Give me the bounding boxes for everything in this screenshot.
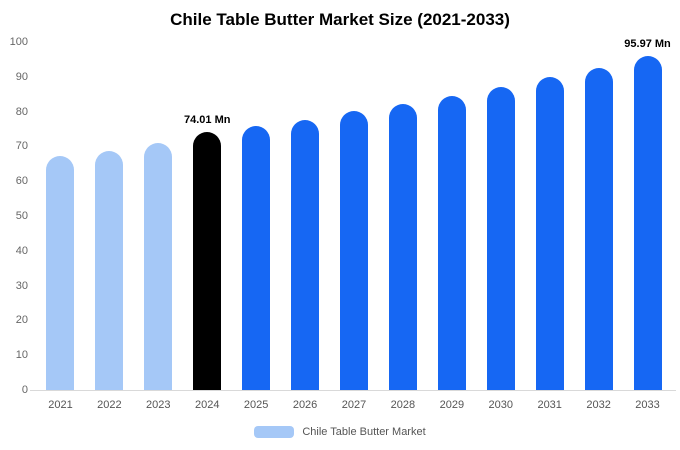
y-tick-20: 20 xyxy=(15,314,28,327)
x-axis-line xyxy=(30,390,676,391)
x-label-2022: 2022 xyxy=(97,399,122,411)
legend[interactable]: Chile Table Butter Market xyxy=(0,426,680,438)
x-label-2024: 2024 xyxy=(194,399,220,411)
y-tick-10: 10 xyxy=(15,349,28,362)
bar-2027[interactable] xyxy=(340,111,368,390)
legend-swatch xyxy=(254,426,295,438)
bar-2023[interactable] xyxy=(144,142,173,390)
bar-2029[interactable] xyxy=(437,95,466,390)
y-tick-30: 30 xyxy=(15,279,28,292)
x-label-2026: 2026 xyxy=(292,399,318,411)
chart-title: Chile Table Butter Market Size (2021-203… xyxy=(170,10,510,29)
x-label-2030: 2030 xyxy=(488,399,514,411)
y-tick-60: 60 xyxy=(15,175,28,188)
data-label-2033: 95.97 Mn xyxy=(624,38,671,51)
legend-label: Chile Table Butter Market xyxy=(302,426,426,438)
y-tick-0: 0 xyxy=(21,384,28,396)
x-label-2029: 2029 xyxy=(439,399,465,411)
x-label-2028: 2028 xyxy=(390,399,416,411)
y-tick-90: 90 xyxy=(15,70,28,83)
bar-2032[interactable] xyxy=(584,68,613,390)
y-tick-100: 100 xyxy=(9,36,28,48)
bar-2024[interactable] xyxy=(193,132,222,390)
bar-2025[interactable] xyxy=(242,126,271,390)
y-tick-80: 80 xyxy=(15,105,28,118)
bar-2033[interactable] xyxy=(633,56,662,390)
x-label-2027: 2027 xyxy=(341,399,367,411)
bar-2022[interactable] xyxy=(95,150,124,390)
bar-2030[interactable] xyxy=(486,87,515,390)
x-label-2021: 2021 xyxy=(48,399,73,411)
x-label-2025: 2025 xyxy=(243,399,269,411)
bar-2031[interactable] xyxy=(535,77,564,390)
bar-2028[interactable] xyxy=(388,103,417,390)
x-label-2023: 2023 xyxy=(146,399,171,411)
x-label-2031: 2031 xyxy=(537,399,562,411)
data-label-2024: 74.01 Mn xyxy=(183,114,231,127)
bar-2026[interactable] xyxy=(291,119,320,390)
x-label-2032: 2032 xyxy=(586,399,611,411)
y-tick-40: 40 xyxy=(15,244,28,257)
bar-2021[interactable] xyxy=(46,156,75,390)
y-tick-50: 50 xyxy=(15,210,28,222)
y-tick-70: 70 xyxy=(15,140,28,153)
x-label-2033: 2033 xyxy=(635,399,660,411)
